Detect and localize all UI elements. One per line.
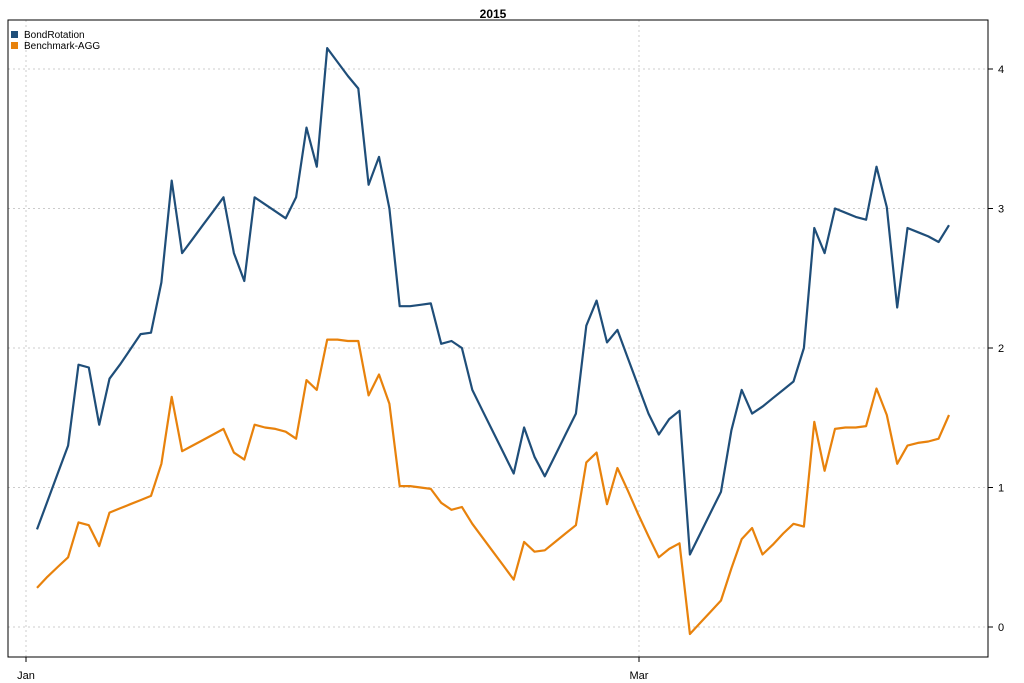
grid: [8, 20, 988, 657]
y-axis: 0 1 2 3 4: [988, 64, 1004, 634]
plot-frame: [7, 19, 989, 658]
y-tick-label: 4: [998, 64, 1004, 76]
series-layer: [35, 47, 951, 636]
x-axis: Jan Mar: [17, 657, 649, 682]
series-line-bondrotation: [35, 47, 950, 556]
y-tick-label: 2: [998, 343, 1004, 355]
legend-label: Benchmark-AGG: [24, 41, 100, 52]
y-tick-label: 1: [998, 483, 1004, 495]
series-line-benchmark-agg: [36, 338, 951, 636]
x-tick-label: Jan: [17, 670, 35, 682]
chart-title: 2015: [480, 7, 507, 21]
y-tick-label: 0: [998, 622, 1004, 634]
x-tick-label: Mar: [630, 670, 649, 682]
legend-label: BondRotation: [24, 30, 85, 41]
legend-swatch: [11, 42, 18, 49]
y-tick-label: 3: [998, 204, 1004, 216]
legend-swatch: [11, 31, 18, 38]
